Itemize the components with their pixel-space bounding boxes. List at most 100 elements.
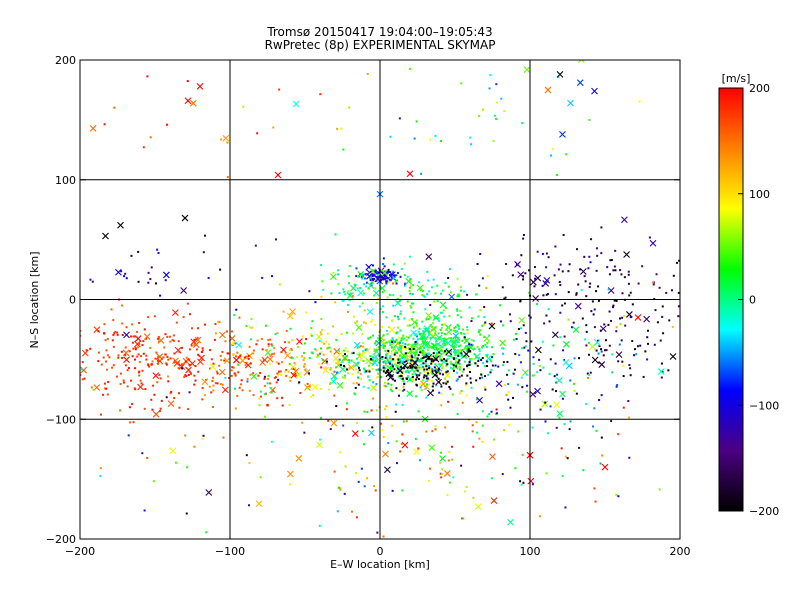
data-point-dot bbox=[149, 136, 152, 139]
data-point-dot bbox=[608, 310, 611, 313]
data-point-dot bbox=[486, 365, 489, 368]
data-point-cross bbox=[476, 396, 483, 404]
data-point-dot bbox=[399, 450, 402, 453]
data-point-dot bbox=[355, 368, 358, 371]
data-point-cross bbox=[411, 318, 418, 326]
data-point-dot bbox=[661, 315, 664, 318]
data-point-dot bbox=[536, 371, 539, 374]
data-point-dot bbox=[533, 374, 536, 377]
data-point-dot bbox=[194, 379, 197, 382]
data-point-dot bbox=[595, 349, 598, 352]
data-point-dot bbox=[371, 318, 374, 321]
data-point-dot bbox=[157, 356, 160, 359]
data-point-cross bbox=[591, 87, 598, 95]
data-point-dot bbox=[424, 337, 427, 340]
data-point-dot bbox=[132, 347, 135, 350]
data-point-dot bbox=[360, 276, 363, 279]
data-point-dot bbox=[131, 341, 134, 344]
data-point-dot bbox=[324, 361, 327, 364]
data-point-dot bbox=[382, 278, 385, 281]
data-point-dot bbox=[278, 88, 281, 91]
data-point-dot bbox=[329, 428, 332, 431]
data-point-dot bbox=[425, 345, 428, 348]
data-point-dot bbox=[475, 356, 478, 359]
data-point-dot bbox=[370, 282, 373, 285]
data-point-dot bbox=[420, 388, 423, 391]
data-point-cross bbox=[367, 282, 375, 289]
data-point-dot bbox=[435, 384, 438, 387]
data-point-dot bbox=[120, 304, 123, 307]
data-point-dot bbox=[260, 337, 263, 340]
data-point-dot bbox=[414, 343, 417, 346]
data-point-dot bbox=[460, 464, 463, 467]
data-point-cross bbox=[385, 370, 393, 378]
data-point-dot bbox=[461, 339, 464, 342]
data-point-dot bbox=[355, 275, 358, 278]
grid-lines bbox=[80, 60, 680, 539]
data-point-cross bbox=[235, 341, 243, 349]
data-point-dot bbox=[166, 123, 169, 126]
data-point-dot bbox=[426, 349, 429, 352]
data-point-dot bbox=[743, 426, 745, 428]
data-point-dot bbox=[584, 280, 587, 283]
data-point-dot bbox=[391, 341, 394, 344]
data-point-dot bbox=[332, 325, 335, 328]
data-point-dot bbox=[431, 370, 434, 373]
data-point-dot bbox=[487, 373, 490, 376]
data-point-dot bbox=[234, 355, 237, 358]
data-point-dot bbox=[419, 383, 422, 386]
data-point-cross bbox=[448, 293, 456, 301]
data-point-dot bbox=[191, 327, 194, 330]
data-point-dot bbox=[273, 347, 276, 350]
data-point-dot bbox=[164, 333, 167, 336]
data-point-dot bbox=[308, 385, 311, 388]
data-point-dot bbox=[237, 363, 240, 366]
data-point-dot bbox=[464, 345, 467, 348]
data-point-dot bbox=[593, 407, 596, 410]
data-point-dot bbox=[132, 421, 135, 424]
data-point-dot bbox=[554, 245, 557, 248]
data-point-dot bbox=[115, 375, 118, 378]
data-point-dot bbox=[258, 404, 261, 407]
data-point-dot bbox=[430, 379, 433, 382]
data-point-dot bbox=[152, 384, 155, 387]
data-point-dot bbox=[326, 347, 329, 350]
data-point-dot bbox=[410, 318, 413, 321]
data-point-dot bbox=[363, 410, 366, 413]
data-point-dot bbox=[441, 356, 444, 359]
data-point-dot bbox=[610, 319, 613, 322]
data-point-dot bbox=[389, 360, 392, 363]
data-point-dot bbox=[401, 377, 404, 380]
data-point-dot bbox=[177, 367, 180, 370]
data-point-dot bbox=[474, 362, 477, 365]
data-point-cross bbox=[634, 314, 642, 321]
data-point-dot bbox=[435, 340, 438, 343]
data-point-dot bbox=[359, 358, 362, 361]
data-point-dot bbox=[412, 348, 415, 351]
data-point-cross bbox=[514, 261, 521, 268]
data-point-dot bbox=[411, 376, 414, 379]
data-point-dot bbox=[242, 105, 245, 108]
data-point-dot bbox=[368, 379, 371, 382]
data-point-dot bbox=[694, 378, 696, 380]
data-point-dot bbox=[384, 371, 387, 374]
data-point-dot bbox=[419, 351, 422, 354]
data-point-dot bbox=[157, 252, 160, 255]
data-point-cross bbox=[370, 384, 377, 392]
data-point-dot bbox=[420, 172, 423, 175]
data-point-dot bbox=[557, 76, 560, 79]
data-point-dot bbox=[443, 342, 446, 345]
data-point-dot bbox=[409, 348, 412, 351]
data-point-dot bbox=[267, 338, 270, 341]
data-point-dot bbox=[97, 330, 100, 333]
data-point-dot bbox=[317, 575, 319, 577]
data-point-dot bbox=[532, 356, 535, 359]
data-point-dot bbox=[501, 347, 504, 350]
data-point-dot bbox=[362, 342, 365, 345]
data-point-dot bbox=[615, 326, 618, 329]
data-point-dot bbox=[451, 356, 454, 359]
data-point-dot bbox=[389, 355, 392, 358]
data-point-dot bbox=[428, 367, 431, 370]
data-point-dot bbox=[424, 351, 427, 354]
